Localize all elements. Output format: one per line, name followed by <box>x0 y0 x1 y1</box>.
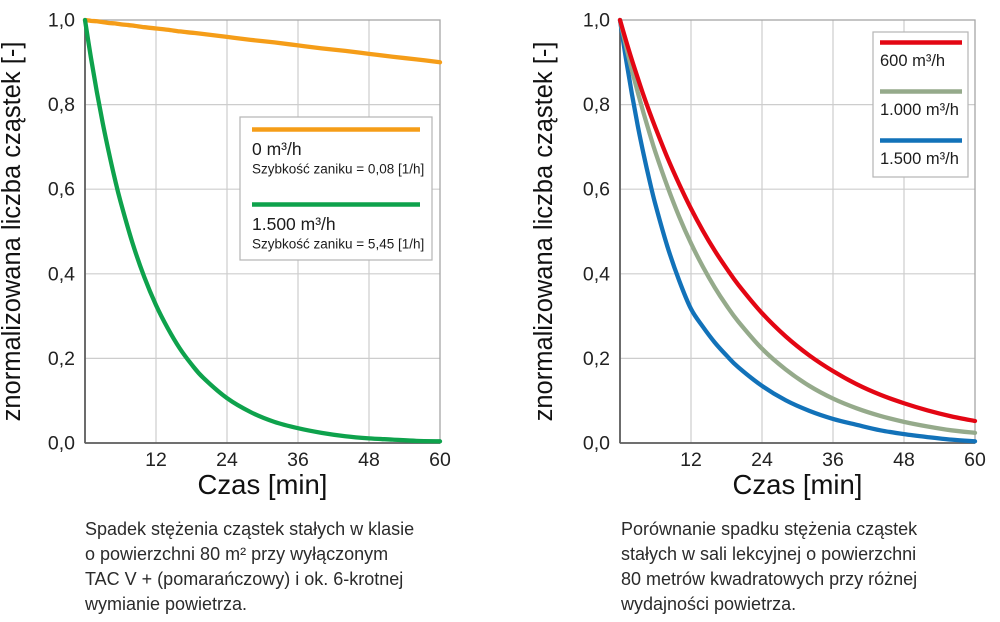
legend-decay-rate-label: Szybkość zaniku = 5,45 [1/h] <box>252 237 424 252</box>
left-chart-caption: Spadek stężenia cząstek stałych w klasie… <box>85 517 455 617</box>
y-tick-label: 0,0 <box>583 433 610 455</box>
legend-series-label: 1.000 m³/h <box>880 101 959 119</box>
series-curve-0mh <box>82 17 443 65</box>
x-tick-label: 24 <box>216 449 238 471</box>
y-tick-label: 1,0 <box>583 10 610 32</box>
caption-line: o powierzchni 80 m² przy wyłączonym <box>85 544 389 564</box>
x-tick-label: 12 <box>145 449 167 471</box>
series-curve-1500mh <box>617 17 978 444</box>
y-tick-label: 0,8 <box>48 94 75 116</box>
legend-series-label: 1.500 m³/h <box>252 214 336 234</box>
caption-line: Spadek stężenia cząstek stałych w klasie <box>85 519 415 539</box>
y-tick-label: 1,0 <box>48 10 75 32</box>
y-axis-title: znormalizowana liczba cząstek [-] <box>0 42 26 422</box>
caption-line: stałych w sali lekcyjnej o powierzchni <box>621 544 917 564</box>
left-decay-chart: 0,0 0,2 0,4 0,6 0,8 1,0 12 24 36 48 60 Czas [min] zn… <box>0 10 451 501</box>
x-axis-title: Czas [min] <box>198 469 328 500</box>
caption-line: Porównanie spadku stężenia cząstek <box>621 519 918 539</box>
y-tick-label: 0,0 <box>48 433 75 455</box>
y-tick-label: 0,2 <box>583 348 610 370</box>
x-axis-title: Czas [min] <box>733 469 863 500</box>
legend-box <box>239 116 433 261</box>
series-curve-600mh <box>617 17 978 424</box>
right-chart-caption: Porównanie spadku stężenia cząstek stały… <box>621 517 991 617</box>
x-tick-label: 48 <box>893 449 915 471</box>
legend-series-label: 0 m³/h <box>252 139 302 159</box>
x-tick-label: 36 <box>287 449 309 471</box>
y-tick-label: 0,6 <box>48 179 75 201</box>
caption-line: 80 metrów kwadratowych przy różnej <box>621 569 918 589</box>
x-tick-label: 60 <box>964 449 986 471</box>
y-tick-label: 0,8 <box>583 94 610 116</box>
y-axis-title: znormalizowana liczba cząstek [-] <box>530 42 558 422</box>
y-tick-label: 0,4 <box>583 263 610 285</box>
x-tick-label: 36 <box>822 449 844 471</box>
series-curve-1000mh <box>617 17 978 435</box>
x-tick-label: 24 <box>751 449 773 471</box>
legend-decay-rate-label: Szybkość zaniku = 0,08 [1/h] <box>252 162 424 177</box>
y-tick-label: 0,4 <box>48 263 75 285</box>
y-tick-label: 0,6 <box>583 179 610 201</box>
legend-series-label: 600 m³/h <box>880 52 945 70</box>
legend-series-label: 1.500 m³/h <box>880 150 959 168</box>
right-comparison-chart: 0,0 0,2 0,4 0,6 0,8 1,0 12 24 36 48 60 Czas [min] zn… <box>530 10 986 501</box>
legend-box <box>872 31 969 178</box>
x-tick-label: 12 <box>680 449 702 471</box>
x-tick-label: 48 <box>358 449 380 471</box>
y-tick-label: 0,2 <box>48 348 75 370</box>
caption-line: wymianie powietrza. <box>85 594 248 614</box>
caption-line: wydajności powietrza. <box>621 594 797 614</box>
x-tick-label: 60 <box>429 449 451 471</box>
series-curve-1500mh <box>82 17 443 444</box>
caption-line: TAC V + (pomarańczowy) i ok. 6-krotnej <box>85 569 404 589</box>
